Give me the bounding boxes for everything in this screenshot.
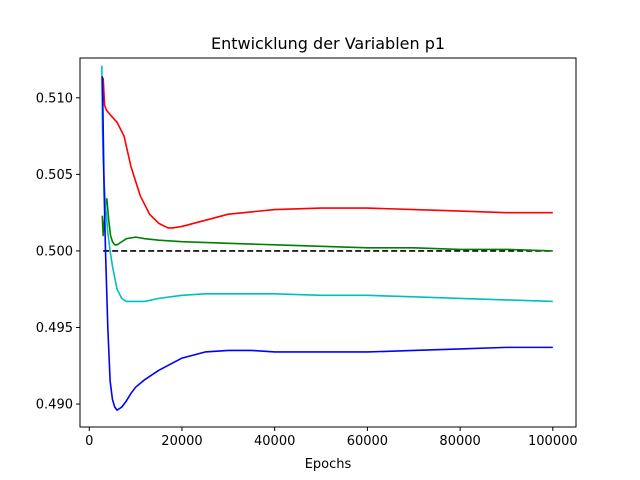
x-tick-label: 60000 — [347, 434, 388, 449]
x-tick-label: 0 — [85, 434, 93, 449]
x-tick-label: 40000 — [254, 434, 295, 449]
x-tick-label: 100000 — [528, 434, 578, 449]
series-line-2 — [101, 198, 553, 252]
series-line-4 — [101, 76, 553, 411]
series-line-3 — [100, 65, 553, 303]
x-tick-label: 80000 — [439, 434, 480, 449]
y-tick-label: 0.495 — [36, 321, 73, 336]
chart-title: Entwicklung der Variablen p1 — [211, 34, 445, 53]
series-line-1 — [102, 77, 553, 229]
y-tick-label: 0.490 — [36, 398, 73, 413]
y-tick-label: 0.500 — [36, 244, 73, 259]
x-axis-label: Epochs — [305, 457, 352, 472]
plot-frame — [79, 57, 577, 428]
x-axis: 0 20000 40000 60000 80000 100000 — [85, 427, 578, 449]
y-axis: 0.490 0.495 0.500 0.505 0.510 — [36, 91, 80, 413]
x-tick-label: 20000 — [161, 434, 202, 449]
y-tick-label: 0.510 — [36, 91, 73, 106]
y-tick-label: 0.505 — [36, 168, 73, 183]
series-layer — [100, 65, 553, 411]
